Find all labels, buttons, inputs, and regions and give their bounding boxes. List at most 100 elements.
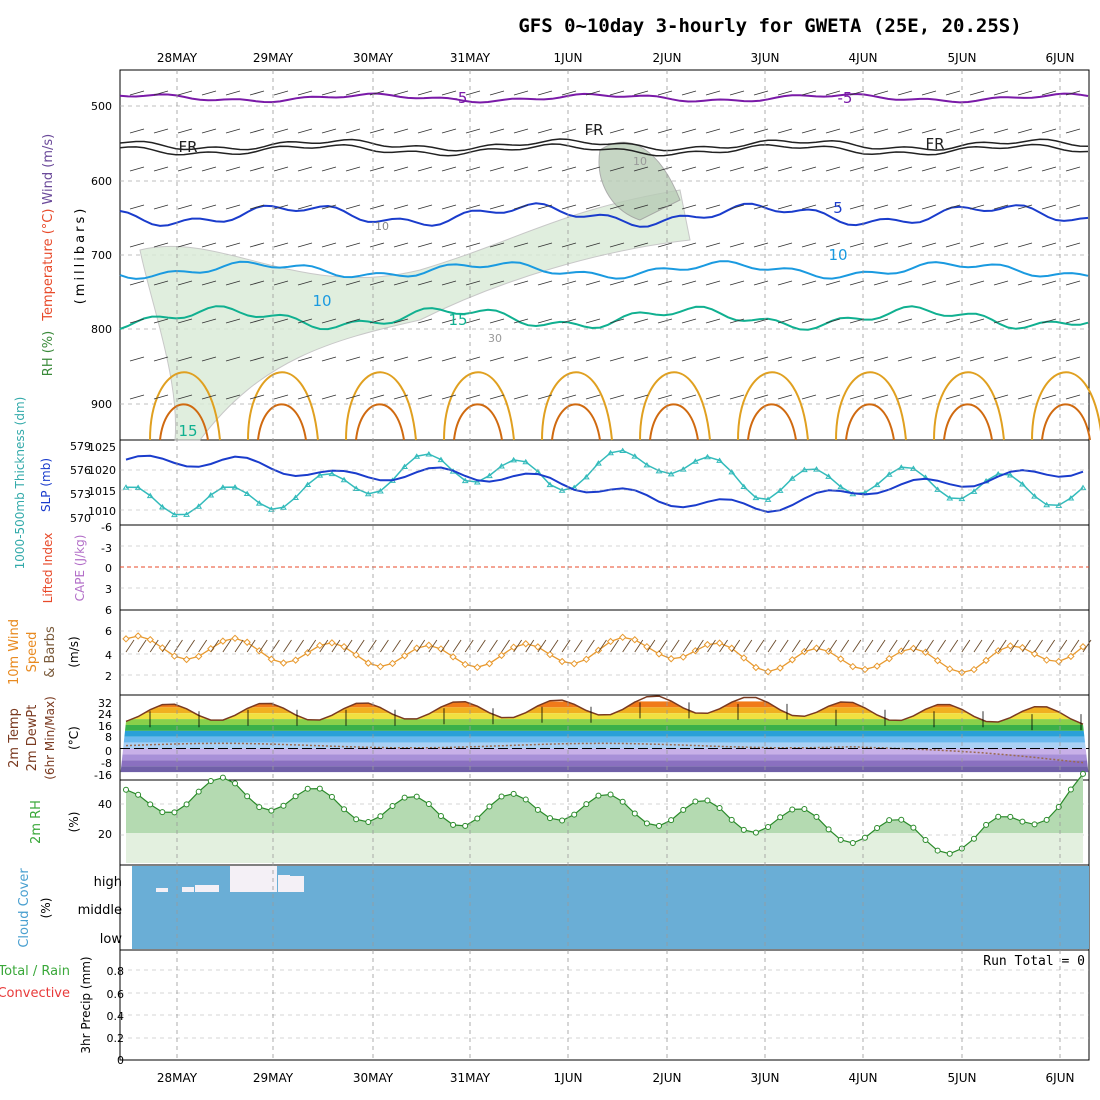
wind-barb	[873, 394, 889, 400]
wind-barb	[969, 394, 985, 400]
thickness-marker	[582, 473, 590, 480]
wind-barb	[777, 90, 793, 96]
rh-marker	[546, 815, 553, 822]
wind-barb	[849, 356, 865, 362]
wind-barb	[825, 356, 841, 362]
wind-barb	[249, 356, 265, 362]
wind-barb	[153, 128, 169, 134]
rh-marker	[425, 801, 432, 808]
wind-barb	[945, 90, 961, 96]
wind-barb	[393, 318, 409, 324]
wind-barb	[404, 639, 413, 653]
wind-barb	[489, 166, 505, 172]
slp-lines	[120, 447, 1089, 518]
rh-marker	[752, 829, 759, 836]
wind-barb	[633, 242, 649, 248]
wind-barb	[705, 356, 721, 362]
wind-speed-marker	[1030, 650, 1039, 658]
wind-barb	[201, 204, 217, 210]
wind10-panel	[119, 609, 1090, 696]
wind-barb	[573, 639, 583, 653]
rh-marker	[316, 785, 323, 792]
rh-marker	[801, 805, 808, 812]
rh-marker	[147, 801, 154, 808]
wind-barb	[825, 280, 841, 286]
wind-barb	[393, 204, 409, 210]
wind-speed-marker	[788, 656, 796, 664]
wind-barb	[993, 166, 1009, 172]
wind-barb	[1017, 128, 1033, 134]
dewpt2m-label: 2m DewPt	[25, 705, 40, 772]
rh-marker	[377, 813, 384, 820]
ytick: 8	[105, 731, 112, 744]
thickness-marker	[340, 476, 348, 483]
wind-speed-marker	[534, 643, 542, 651]
ytick: 0.6	[107, 988, 125, 1001]
wind-barb	[161, 639, 171, 653]
rh-marker	[934, 847, 941, 854]
date-label-bottom: 30MAY	[353, 1071, 394, 1085]
wind-barb	[369, 128, 385, 134]
rh-marker	[219, 774, 226, 781]
thickness-marker	[643, 461, 651, 468]
ytick: 1025	[88, 441, 116, 454]
wind-barb	[345, 166, 361, 172]
temp-band	[120, 713, 1089, 720]
ytick: -8	[101, 757, 112, 770]
wind-barb	[969, 128, 985, 134]
clear-sky-block	[290, 876, 304, 892]
wind-speed-marker	[885, 654, 893, 663]
wind-barb	[321, 90, 337, 96]
wind-barb	[1017, 394, 1033, 400]
wind-barb	[249, 90, 265, 96]
wind-barb	[888, 639, 898, 653]
slp-line	[125, 454, 1084, 514]
wind-speed-marker	[776, 664, 784, 672]
rh-marker	[450, 821, 457, 828]
wind-speed-marker	[679, 653, 687, 661]
wind-barb	[657, 356, 673, 362]
wind-barb	[295, 639, 304, 653]
ytick: 32	[98, 697, 112, 710]
thickness-marker	[655, 467, 663, 474]
wind-speed-marker	[570, 659, 578, 668]
wind-barb	[585, 128, 601, 134]
contour-label: 30	[488, 332, 502, 345]
thickness-marker	[243, 490, 251, 497]
wind-barb	[657, 128, 673, 134]
rh-marker	[207, 778, 214, 785]
thickness-marker	[473, 479, 481, 485]
wind-barbs-label: & Barbs	[43, 626, 58, 678]
wind-speed-marker	[243, 638, 251, 646]
rh-marker	[728, 816, 735, 823]
wind-barb	[609, 128, 625, 134]
thickness-marker	[328, 470, 336, 477]
wind-barb	[201, 394, 217, 400]
wind-barb	[297, 356, 313, 362]
rh-marker	[437, 812, 444, 819]
wind-barb	[513, 639, 523, 653]
contour-label: FR	[584, 121, 603, 139]
wind-barb	[609, 90, 625, 96]
wind-barb	[153, 204, 169, 210]
wind-barb	[705, 166, 721, 172]
wind-barb	[609, 356, 625, 362]
wind-barb	[441, 280, 457, 286]
wind-barb	[537, 90, 553, 96]
wind-barb	[1017, 166, 1033, 172]
contour-label: 15	[178, 422, 197, 440]
wind-barb	[681, 280, 697, 286]
wind-barb	[465, 204, 481, 210]
wind-barb	[249, 280, 265, 286]
rh-marker	[413, 793, 420, 800]
wind-barb	[465, 356, 481, 362]
thickness-marker	[934, 486, 942, 492]
rh-marker	[1007, 813, 1014, 820]
wind-barb	[561, 242, 577, 248]
thickness-marker	[704, 453, 711, 460]
wind-barb	[949, 639, 959, 653]
wind-barb	[417, 280, 433, 286]
ytick: 800	[91, 323, 112, 336]
contour-20	[933, 371, 1005, 441]
contour-20	[541, 371, 613, 441]
